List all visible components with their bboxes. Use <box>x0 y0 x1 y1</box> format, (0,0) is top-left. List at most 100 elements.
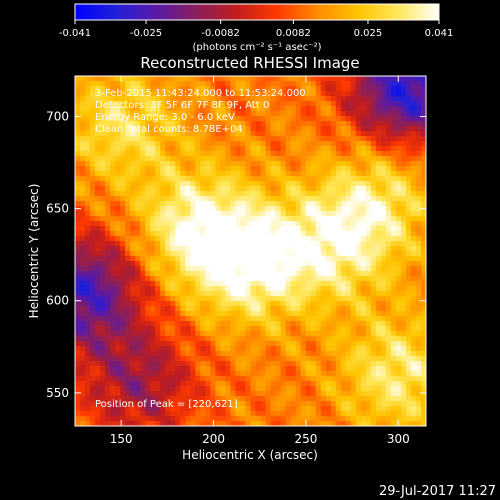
heatmap-cell <box>255 411 262 417</box>
heatmap-cell <box>355 351 362 357</box>
heatmap-cell <box>265 401 272 407</box>
heatmap-cell <box>80 301 86 307</box>
heatmap-cell <box>205 186 211 192</box>
heatmap-cell <box>165 96 171 102</box>
heatmap-cell <box>350 91 357 97</box>
heatmap-cell <box>315 176 322 182</box>
heatmap-cell <box>105 231 111 237</box>
heatmap-cell <box>365 286 372 292</box>
heatmap-cell <box>255 406 262 412</box>
heatmap-cell <box>180 406 186 412</box>
heatmap-cell <box>345 216 352 222</box>
heatmap-cell <box>160 271 166 277</box>
heatmap-cell <box>125 336 131 342</box>
heatmap-cell <box>215 416 222 422</box>
heatmap-cell <box>175 336 181 342</box>
heatmap-cell <box>185 381 191 387</box>
heatmap-cell <box>325 396 332 402</box>
heatmap-cell <box>215 231 222 237</box>
heatmap-cell <box>325 236 332 242</box>
heatmap-cell <box>205 111 211 117</box>
heatmap-cell <box>275 361 282 367</box>
heatmap-cell <box>310 266 317 272</box>
heatmap-cell <box>420 211 426 217</box>
heatmap-cell <box>330 271 337 277</box>
heatmap-cell <box>145 236 151 242</box>
heatmap-cell <box>105 146 111 152</box>
heatmap-cell <box>345 396 352 402</box>
heatmap-cell <box>105 216 111 222</box>
heatmap-cell <box>300 411 307 417</box>
heatmap-cell <box>370 86 377 92</box>
heatmap-cell <box>275 331 282 337</box>
heatmap-cell <box>220 101 227 107</box>
heatmap-cell <box>340 246 347 252</box>
heatmap-cell <box>215 111 222 117</box>
heatmap-cell <box>120 416 126 422</box>
heatmap-cell <box>205 216 211 222</box>
heatmap-cell <box>360 331 367 337</box>
heatmap-cell <box>330 241 337 247</box>
heatmap-cell <box>225 211 232 217</box>
heatmap-cell <box>410 286 417 292</box>
heatmap-cell <box>260 396 267 402</box>
heatmap-cell <box>330 221 337 227</box>
heatmap-cell <box>195 271 201 277</box>
heatmap-cell <box>215 216 222 222</box>
heatmap-cell <box>125 76 131 82</box>
heatmap-cell <box>285 261 292 267</box>
heatmap-cell <box>205 116 211 122</box>
heatmap-cell <box>175 266 181 272</box>
heatmap-cell <box>395 236 402 242</box>
heatmap-cell <box>95 326 101 332</box>
heatmap-cell <box>215 326 222 332</box>
heatmap-cell <box>290 136 297 142</box>
heatmap-cell <box>190 261 196 267</box>
heatmap-cell <box>355 156 362 162</box>
heatmap-cell <box>285 201 292 207</box>
heatmap-cell <box>290 221 297 227</box>
heatmap-cell <box>325 411 332 417</box>
heatmap-cell <box>230 386 237 392</box>
heatmap-cell <box>195 331 201 337</box>
heatmap-cell <box>380 171 387 177</box>
heatmap-cell <box>180 366 186 372</box>
heatmap-cell <box>100 341 106 347</box>
heatmap-cell <box>130 401 136 407</box>
heatmap-cell <box>315 256 322 262</box>
heatmap-cell <box>375 386 382 392</box>
heatmap-cell <box>220 126 227 132</box>
heatmap-cell <box>315 126 322 132</box>
heatmap-cell <box>120 296 126 302</box>
heatmap-cell <box>125 321 131 327</box>
heatmap-cell <box>370 251 377 257</box>
heatmap-cell <box>220 401 227 407</box>
heatmap-cell <box>215 291 222 297</box>
heatmap-cell <box>190 361 196 367</box>
heatmap-cell <box>190 336 196 342</box>
heatmap-cell <box>260 146 267 152</box>
heatmap-cell <box>280 206 287 212</box>
heatmap-cell <box>150 271 156 277</box>
heatmap-cell <box>195 261 201 267</box>
heatmap-cell <box>250 241 257 247</box>
heatmap-cell <box>150 181 156 187</box>
heatmap-cell <box>210 146 216 152</box>
heatmap-cell <box>245 161 252 167</box>
heatmap-cell <box>210 301 216 307</box>
heatmap-cell <box>245 196 252 202</box>
heatmap-cell <box>80 106 86 112</box>
heatmap-cell <box>335 341 342 347</box>
heatmap-cell <box>270 401 277 407</box>
heatmap-cell <box>375 186 382 192</box>
heatmap-cell <box>295 381 302 387</box>
heatmap-cell <box>210 366 216 372</box>
heatmap-cell <box>375 221 382 227</box>
heatmap-cell <box>110 366 116 372</box>
heatmap-cell <box>355 271 362 277</box>
heatmap-cell <box>340 356 347 362</box>
heatmap-cell <box>220 201 227 207</box>
heatmap-cell <box>175 326 181 332</box>
heatmap-cell <box>75 231 81 237</box>
heatmap-cell <box>405 201 412 207</box>
